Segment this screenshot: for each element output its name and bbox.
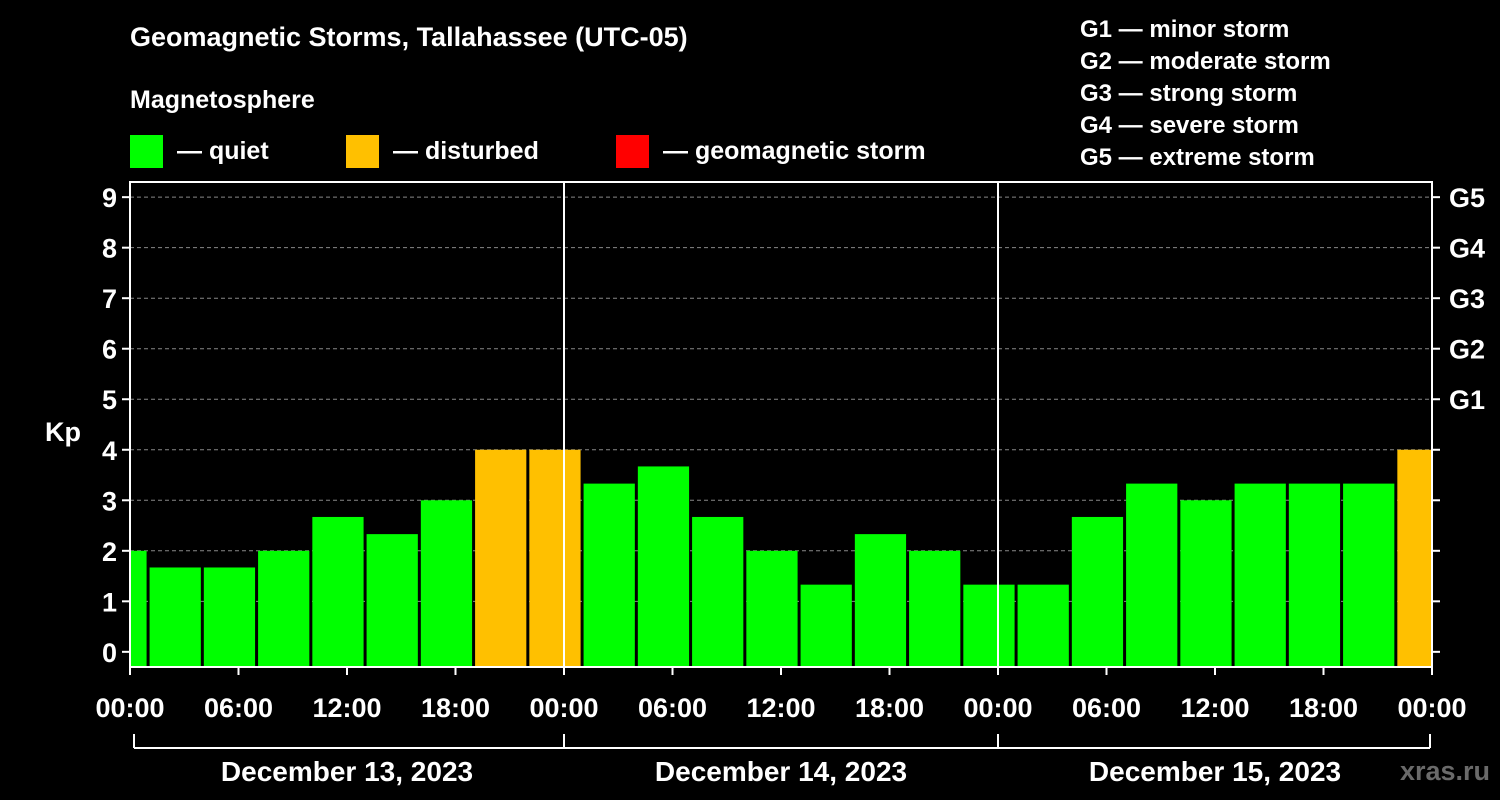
- kp-bar-8: [529, 449, 581, 667]
- ytick-label-5: 5: [102, 385, 117, 415]
- ytick-label-2: 2: [102, 537, 117, 567]
- kp-bar-1: [149, 567, 201, 667]
- xtick-label-5: 06:00: [638, 693, 707, 723]
- xtick-label-9: 06:00: [1072, 693, 1141, 723]
- xtick-label-0: 00:00: [95, 693, 164, 723]
- xtick-label-11: 18:00: [1289, 693, 1358, 723]
- watermark: xras.ru: [1399, 756, 1490, 786]
- storm-scale-g3: G3 — strong storm: [1080, 80, 1298, 107]
- legend-item-storm: — geomagnetic storm: [616, 134, 926, 168]
- legend-swatch-storm: [616, 134, 649, 168]
- storm-scale-g4: G4 — severe storm: [1080, 112, 1299, 139]
- storm-scale-g2: G2 — moderate storm: [1080, 48, 1331, 75]
- xtick-label-1: 06:00: [204, 693, 273, 723]
- kp-bar-22: [1288, 483, 1341, 667]
- ytick-label-4: 4: [102, 436, 117, 466]
- legend-label-disturbed: — disturbed: [393, 136, 539, 165]
- ytick-label-8: 8: [102, 234, 117, 264]
- ytick-label-6: 6: [102, 335, 117, 365]
- legend-label-storm: — geomagnetic storm: [663, 136, 926, 165]
- kp-bar-5: [366, 534, 418, 667]
- date-label-2: December 15, 2023: [1089, 756, 1341, 787]
- kp-bar-19: [1126, 483, 1178, 667]
- gscale-label-G4: G4: [1449, 234, 1485, 264]
- ytick-label-1: 1: [102, 587, 117, 617]
- legend-label-quiet: — quiet: [177, 136, 269, 165]
- kp-bar-10: [637, 466, 690, 667]
- kp-bar-15: [909, 550, 961, 667]
- kp-bar-7: [475, 449, 527, 667]
- kp-bar-4: [312, 516, 364, 667]
- xtick-label-8: 00:00: [963, 693, 1032, 723]
- date-label-0: December 13, 2023: [221, 756, 473, 787]
- storm-scale-list: G1 — minor storm G2 — moderate storm G3 …: [1080, 14, 1331, 174]
- xtick-label-2: 12:00: [312, 693, 381, 723]
- kp-bar-11: [692, 516, 744, 667]
- kp-bar-24: [1397, 449, 1432, 667]
- storm-scale-g1: G1 — minor storm: [1080, 16, 1290, 43]
- xtick-label-3: 18:00: [421, 693, 490, 723]
- chart-title: Geomagnetic Storms, Tallahassee (UTC-05): [130, 22, 688, 52]
- legend-item-disturbed: — disturbed: [346, 134, 539, 168]
- kp-bar-18: [1071, 516, 1124, 667]
- kp-bar-23: [1343, 483, 1395, 667]
- kp-bar-6: [420, 500, 473, 667]
- date-label-1: December 14, 2023: [655, 756, 907, 787]
- kp-bar-12: [746, 550, 798, 667]
- legend-swatch-disturbed: [346, 134, 379, 168]
- legend-title: Magnetosphere: [130, 86, 315, 114]
- storm-scale-g5: G5 — extreme storm: [1080, 144, 1315, 171]
- xtick-label-4: 00:00: [529, 693, 598, 723]
- xtick-label-6: 12:00: [746, 693, 815, 723]
- legend-swatch-quiet: [130, 134, 163, 168]
- kp-bar-3: [258, 550, 310, 667]
- gscale-label-G5: G5: [1449, 183, 1485, 213]
- kp-bar-0: [130, 550, 147, 667]
- ytick-label-9: 9: [102, 183, 117, 213]
- gscale-label-G1: G1: [1449, 385, 1485, 415]
- kp-bar-17: [1017, 584, 1069, 667]
- kp-bar-16: [963, 584, 1015, 667]
- kp-bar-20: [1180, 500, 1232, 667]
- gscale-label-G2: G2: [1449, 335, 1485, 365]
- kp-bar-9: [583, 483, 635, 667]
- kp-bar-14: [854, 534, 907, 667]
- gscale-label-G3: G3: [1449, 284, 1485, 314]
- y-axis-label: Kp: [45, 417, 81, 447]
- kp-bar-2: [203, 567, 256, 667]
- ytick-label-7: 7: [102, 284, 117, 314]
- ytick-label-3: 3: [102, 486, 117, 516]
- ytick-label-0: 0: [102, 638, 117, 668]
- xtick-label-7: 18:00: [855, 693, 924, 723]
- xtick-label-12: 00:00: [1397, 693, 1466, 723]
- xtick-label-10: 12:00: [1180, 693, 1249, 723]
- kp-bar-13: [800, 584, 852, 667]
- kp-bar-21: [1234, 483, 1286, 667]
- legend-item-quiet: — quiet: [130, 134, 269, 168]
